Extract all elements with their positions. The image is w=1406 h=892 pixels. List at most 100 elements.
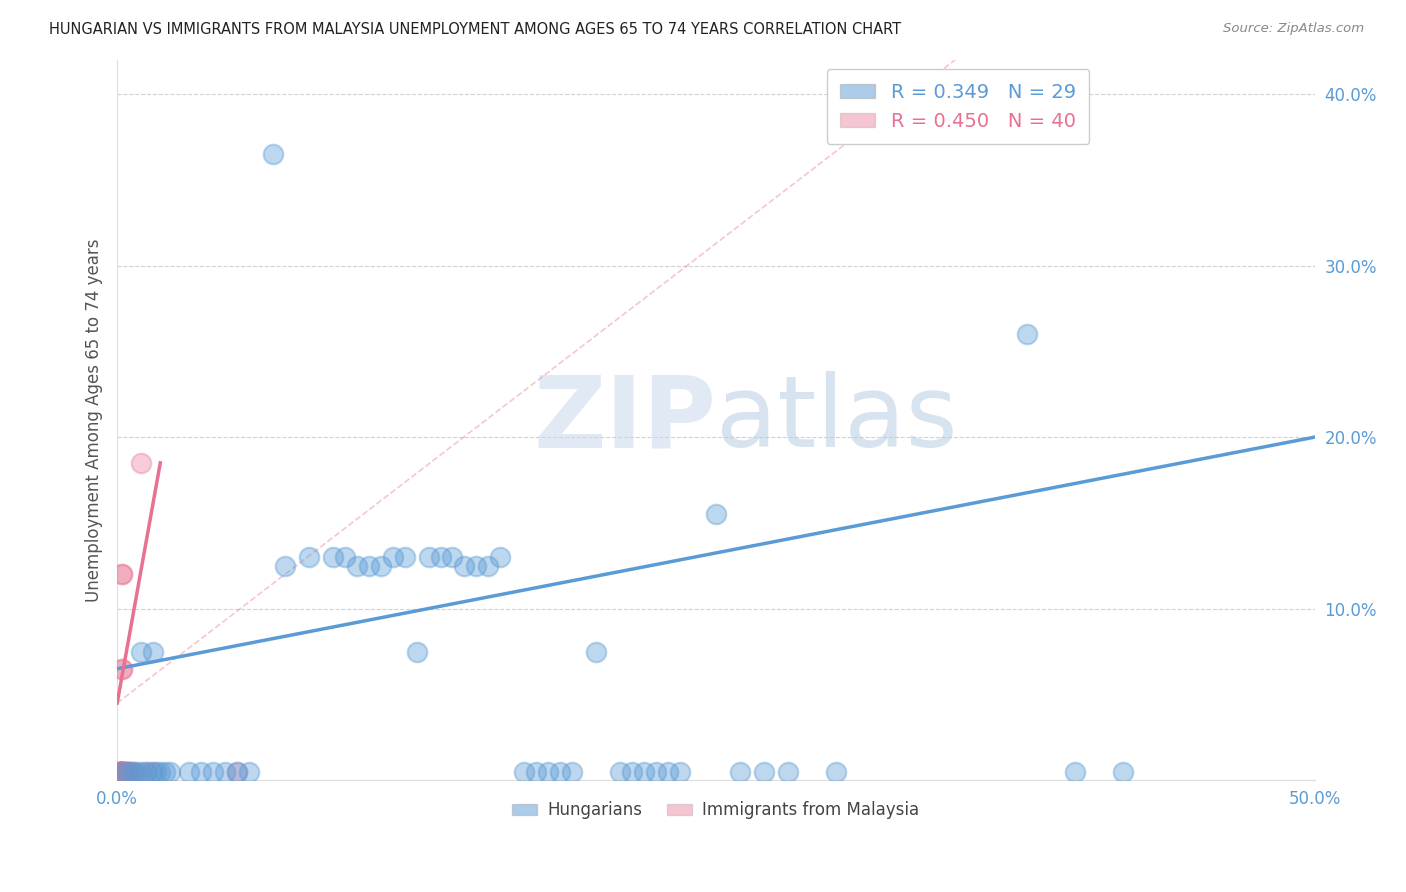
Y-axis label: Unemployment Among Ages 65 to 74 years: Unemployment Among Ages 65 to 74 years — [86, 238, 103, 602]
Point — [153, 764, 176, 779]
Point — [111, 764, 134, 779]
Point — [111, 662, 134, 676]
Point — [111, 567, 134, 582]
Text: ZIP: ZIP — [533, 371, 716, 468]
Point — [111, 764, 134, 779]
Point — [145, 764, 167, 779]
Point — [752, 764, 775, 779]
Point — [112, 764, 135, 779]
Point — [548, 764, 571, 779]
Point — [824, 764, 846, 779]
Point — [108, 764, 131, 779]
Point — [333, 550, 356, 565]
Point — [108, 764, 131, 779]
Point — [524, 764, 547, 779]
Point — [112, 764, 135, 779]
Point — [142, 644, 165, 658]
Point — [633, 764, 655, 779]
Point — [129, 764, 152, 779]
Point — [465, 558, 488, 573]
Point — [190, 764, 212, 779]
Point — [129, 456, 152, 470]
Text: Source: ZipAtlas.com: Source: ZipAtlas.com — [1223, 22, 1364, 36]
Point — [418, 550, 440, 565]
Point — [139, 764, 162, 779]
Point — [346, 558, 368, 573]
Point — [704, 508, 727, 522]
Point — [111, 764, 134, 779]
Point — [226, 764, 249, 779]
Point — [108, 764, 131, 779]
Point — [111, 764, 134, 779]
Point — [112, 764, 135, 779]
Point — [118, 764, 141, 779]
Point — [111, 662, 134, 676]
Point — [110, 764, 132, 779]
Point — [129, 644, 152, 658]
Point — [669, 764, 692, 779]
Point — [357, 558, 380, 573]
Point — [110, 764, 132, 779]
Point — [394, 550, 416, 565]
Point — [118, 764, 141, 779]
Point — [108, 764, 131, 779]
Point — [585, 644, 607, 658]
Legend: Hungarians, Immigrants from Malaysia: Hungarians, Immigrants from Malaysia — [506, 795, 927, 826]
Point — [776, 764, 799, 779]
Point — [214, 764, 236, 779]
Point — [135, 764, 157, 779]
Point — [322, 550, 344, 565]
Point — [429, 550, 451, 565]
Point — [121, 764, 143, 779]
Point — [112, 764, 135, 779]
Point — [453, 558, 475, 573]
Point — [405, 644, 427, 658]
Point — [728, 764, 751, 779]
Point — [108, 764, 131, 779]
Point — [381, 550, 404, 565]
Text: HUNGARIAN VS IMMIGRANTS FROM MALAYSIA UNEMPLOYMENT AMONG AGES 65 TO 74 YEARS COR: HUNGARIAN VS IMMIGRANTS FROM MALAYSIA UN… — [49, 22, 901, 37]
Point — [238, 764, 260, 779]
Point — [108, 764, 131, 779]
Point — [111, 764, 134, 779]
Point — [108, 764, 131, 779]
Point — [115, 764, 138, 779]
Point — [262, 147, 284, 161]
Point — [115, 764, 138, 779]
Point — [110, 764, 132, 779]
Point — [489, 550, 512, 565]
Point — [226, 764, 249, 779]
Point — [159, 764, 181, 779]
Point — [108, 764, 131, 779]
Point — [441, 550, 464, 565]
Point — [370, 558, 392, 573]
Point — [115, 764, 138, 779]
Point — [112, 764, 135, 779]
Point — [657, 764, 679, 779]
Point — [609, 764, 631, 779]
Point — [108, 764, 131, 779]
Point — [537, 764, 560, 779]
Point — [125, 764, 148, 779]
Point — [621, 764, 644, 779]
Point — [142, 764, 165, 779]
Point — [111, 764, 134, 779]
Point — [111, 764, 134, 779]
Point — [1064, 764, 1087, 779]
Point — [1112, 764, 1135, 779]
Point — [122, 764, 145, 779]
Point — [149, 764, 172, 779]
Point — [111, 764, 134, 779]
Point — [477, 558, 499, 573]
Point — [201, 764, 224, 779]
Point — [274, 558, 297, 573]
Text: atlas: atlas — [716, 371, 957, 468]
Point — [111, 567, 134, 582]
Point — [513, 764, 536, 779]
Point — [115, 764, 138, 779]
Point — [121, 764, 143, 779]
Point — [1017, 327, 1039, 342]
Point — [135, 764, 157, 779]
Point — [108, 764, 131, 779]
Point — [177, 764, 200, 779]
